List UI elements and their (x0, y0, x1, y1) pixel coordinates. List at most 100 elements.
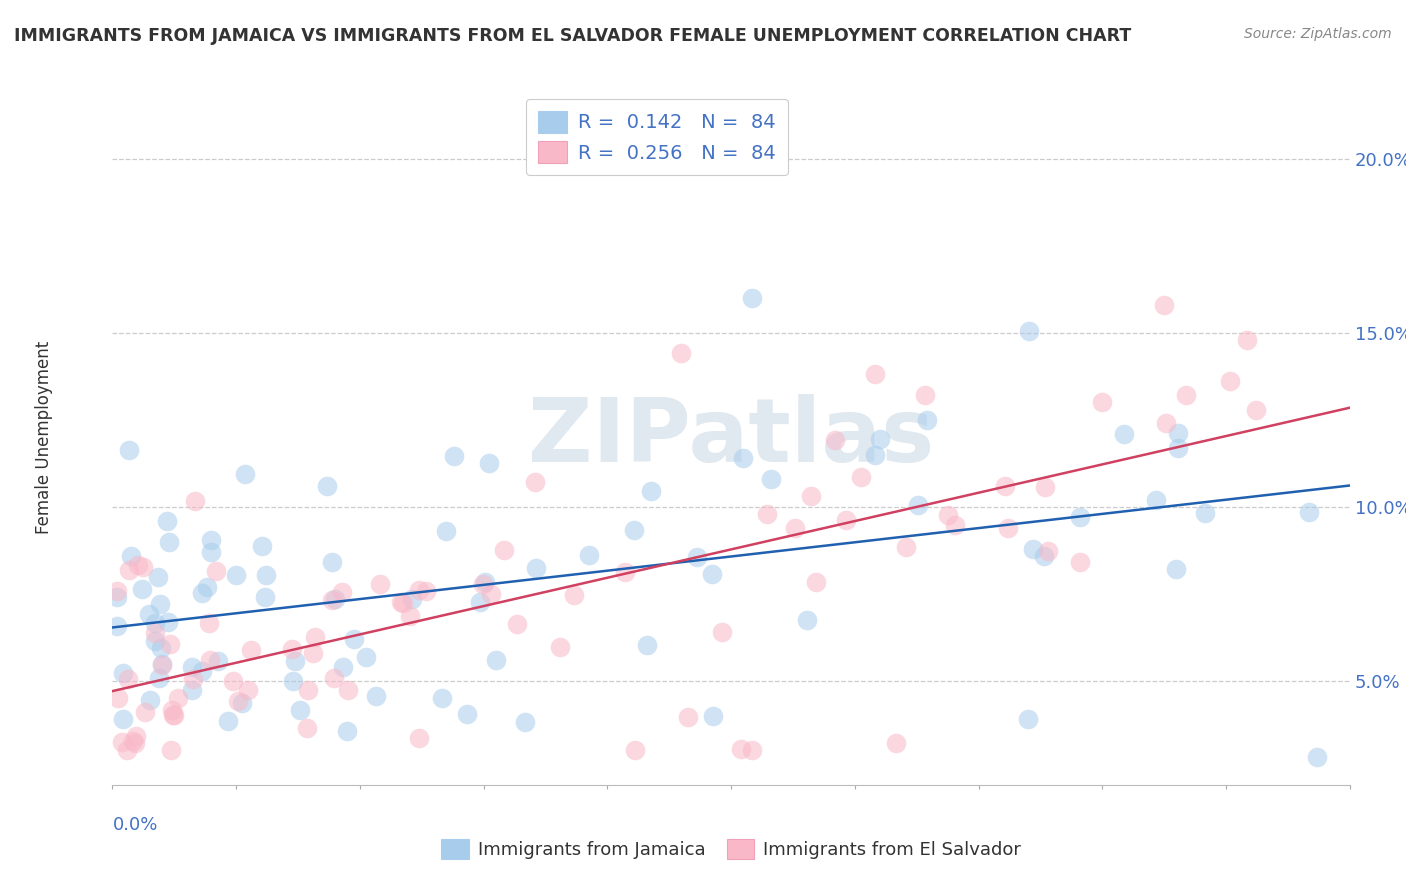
Point (851, 469, 873, 483)
Point (408, 583, 430, 598)
Point (150, 657, 173, 672)
Point (157, 535, 180, 549)
Point (1017, 712, 1039, 726)
Point (156, 615, 179, 629)
Point (105, 583, 128, 598)
Point (315, 479, 337, 493)
Point (702, 567, 724, 582)
Point (434, 524, 457, 538)
Point (295, 721, 318, 735)
Point (894, 541, 917, 555)
Point (1219, 374, 1241, 388)
Point (702, 709, 724, 723)
Point (470, 595, 492, 609)
Point (392, 596, 415, 610)
Point (321, 555, 343, 569)
Point (111, 735, 134, 749)
Point (200, 533, 222, 548)
Point (146, 570, 169, 584)
Point (1167, 441, 1189, 455)
Point (513, 715, 536, 730)
Point (336, 683, 359, 698)
Point (669, 346, 692, 360)
Point (250, 539, 273, 553)
Point (804, 575, 827, 590)
Point (228, 693, 250, 707)
Point (578, 548, 600, 562)
Point (253, 590, 276, 604)
Point (1298, 505, 1320, 519)
Point (863, 448, 886, 462)
Point (156, 514, 179, 528)
Point (132, 559, 155, 574)
Point (741, 743, 763, 757)
Point (105, 590, 128, 604)
Point (233, 467, 256, 481)
Point (1153, 298, 1175, 312)
Point (197, 580, 219, 594)
Point (205, 564, 228, 578)
Point (343, 632, 366, 646)
Point (623, 523, 645, 537)
Point (614, 566, 637, 580)
Point (432, 690, 454, 705)
Point (1167, 425, 1189, 440)
Point (222, 673, 245, 688)
Point (685, 550, 707, 565)
Point (1154, 416, 1177, 430)
Point (366, 689, 388, 703)
Point (485, 653, 508, 667)
Point (824, 433, 846, 447)
Point (1144, 492, 1167, 507)
Point (1091, 395, 1114, 409)
Point (160, 743, 183, 757)
Point (150, 657, 173, 672)
Point (636, 638, 658, 652)
Text: 0.0%: 0.0% (112, 816, 157, 834)
Point (354, 650, 377, 665)
Point (181, 683, 204, 698)
Point (304, 630, 326, 644)
Point (159, 636, 181, 650)
Point (730, 741, 752, 756)
Point (1033, 480, 1056, 494)
Point (284, 654, 307, 668)
Point (105, 619, 128, 633)
Point (336, 723, 359, 738)
Point (415, 584, 437, 599)
Point (1069, 509, 1091, 524)
Point (117, 672, 139, 686)
Point (994, 479, 1017, 493)
Point (231, 697, 253, 711)
Point (914, 388, 936, 402)
Point (115, 743, 138, 757)
Point (143, 615, 166, 630)
Point (548, 640, 571, 655)
Point (524, 560, 547, 574)
Point (122, 734, 145, 748)
Point (281, 641, 304, 656)
Point (408, 731, 430, 745)
Point (167, 691, 190, 706)
Point (239, 642, 262, 657)
Point (471, 577, 494, 591)
Point (118, 563, 141, 577)
Point (180, 660, 202, 674)
Point (1022, 541, 1045, 556)
Point (323, 671, 346, 685)
Text: ZIPatlas: ZIPatlas (529, 393, 934, 481)
Point (139, 693, 162, 707)
Point (217, 714, 239, 728)
Point (761, 471, 783, 485)
Point (524, 475, 547, 490)
Point (138, 607, 160, 621)
Point (332, 660, 354, 674)
Text: IMMIGRANTS FROM JAMAICA VS IMMIGRANTS FROM EL SALVADOR FEMALE UNEMPLOYMENT CORRE: IMMIGRANTS FROM JAMAICA VS IMMIGRANTS FR… (14, 27, 1132, 45)
Point (907, 498, 929, 512)
Point (936, 508, 959, 522)
Point (131, 582, 153, 597)
Point (456, 706, 478, 721)
Point (710, 625, 733, 640)
Point (785, 521, 807, 535)
Point (191, 665, 214, 679)
